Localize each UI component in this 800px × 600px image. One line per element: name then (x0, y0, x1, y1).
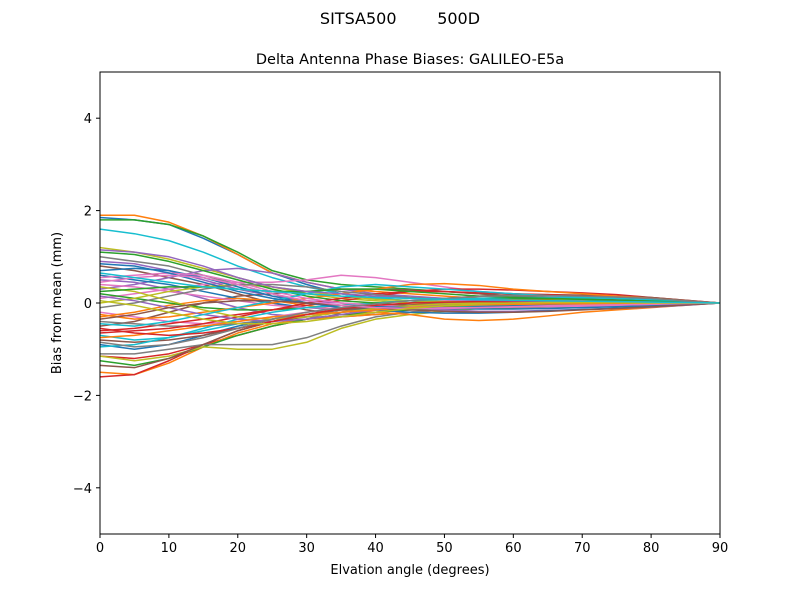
y-tick-label: −2 (73, 389, 92, 404)
y-axis-label: Bias from mean (mm) (50, 232, 65, 374)
series-line-22 (99, 297, 721, 322)
y-tick-label: −4 (73, 482, 92, 497)
x-tick-label: 70 (574, 541, 591, 556)
x-tick-label: 60 (505, 541, 522, 556)
x-tick-label: 10 (161, 541, 178, 556)
x-tick-label: 50 (436, 541, 453, 556)
y-tick-label: 0 (84, 297, 92, 312)
series-line-42 (99, 302, 720, 339)
y-tick-label: 4 (84, 112, 92, 127)
x-tick-label: 80 (643, 541, 660, 556)
x-tick-label: 0 (96, 541, 104, 556)
x-tick-label: 20 (230, 541, 247, 556)
x-tick-label: 40 (367, 541, 384, 556)
series-line-40 (99, 283, 721, 327)
series-line-37 (99, 272, 721, 309)
series-line-32 (99, 282, 721, 320)
x-tick-label: 90 (712, 541, 729, 556)
series-line-50 (99, 272, 721, 304)
x-tick-label: 30 (298, 541, 315, 556)
series-line-46 (99, 299, 721, 320)
chart-title: Delta Antenna Phase Biases: GALILEO-E5a (256, 52, 564, 68)
figure-suptitle: SITSA500 500D (320, 9, 480, 28)
series-group (99, 214, 721, 378)
y-axis-ticks: −4 −2 0 2 4 (73, 112, 100, 497)
y-tick-label: 2 (84, 205, 92, 220)
x-axis-ticks: 0 10 20 30 40 50 60 70 80 90 (96, 534, 728, 556)
series-line-49 (99, 299, 720, 325)
series-line-48 (99, 294, 721, 348)
x-axis-label: Elvation angle (degrees) (330, 563, 489, 578)
